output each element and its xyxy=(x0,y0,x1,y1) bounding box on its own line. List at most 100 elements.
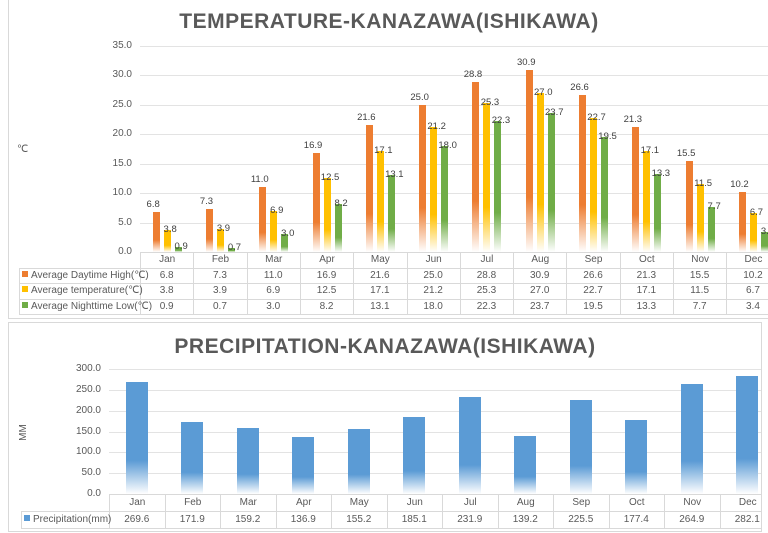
bar-jan xyxy=(152,211,160,252)
y-tick-label: 5.0 xyxy=(118,216,132,228)
bar-mar xyxy=(259,187,267,252)
table-value: 3.9 xyxy=(212,285,227,296)
table-value: 264.9 xyxy=(679,514,705,525)
gridline xyxy=(140,163,768,165)
table-value: 6.7 xyxy=(745,285,760,296)
data-label: 18.0 xyxy=(438,140,457,152)
data-label: 25.3 xyxy=(480,97,500,109)
x-tick-label: Nov xyxy=(664,494,720,528)
gridline xyxy=(109,431,761,433)
table-value: 18.0 xyxy=(423,300,443,312)
precipitation-y-label: MM xyxy=(17,424,29,441)
bar-apr xyxy=(312,152,320,252)
bar-aug xyxy=(547,112,555,252)
table-value: 27.0 xyxy=(530,285,550,296)
data-label: 7.3 xyxy=(199,196,214,208)
legend-swatch xyxy=(22,286,28,292)
legend-entry: Average Nighttime Low(℃) xyxy=(22,299,152,315)
table-value: 7.3 xyxy=(212,269,227,281)
x-tick-label: Jun xyxy=(386,494,443,528)
x-tick-label: May xyxy=(353,252,406,314)
bar-jun xyxy=(403,416,426,494)
bar-oct xyxy=(632,126,640,252)
bar-nov xyxy=(707,206,715,252)
table-value: 16.9 xyxy=(316,269,337,281)
table-value: 21.3 xyxy=(636,269,657,281)
bar-jul xyxy=(458,397,481,494)
table-value: 7.7 xyxy=(692,300,707,312)
data-label: 13.1 xyxy=(385,168,404,180)
data-label: 0.9 xyxy=(174,240,188,252)
table-value: 171.9 xyxy=(179,514,205,525)
data-label: 22.7 xyxy=(587,112,606,124)
table-value: 12.5 xyxy=(316,285,337,296)
bar-oct xyxy=(625,420,648,494)
table-value: 13.3 xyxy=(636,300,657,312)
bar-dec xyxy=(738,191,746,252)
data-label: 25.0 xyxy=(410,91,429,103)
bar-apr xyxy=(323,178,331,252)
bar-aug xyxy=(536,93,544,252)
bar-mar xyxy=(236,427,259,494)
data-label: 17.1 xyxy=(640,145,660,157)
table-value: 185.1 xyxy=(401,514,427,525)
table-value: 155.2 xyxy=(346,514,372,525)
table-value: 0.7 xyxy=(212,300,227,312)
table-value: 6.9 xyxy=(266,285,281,296)
bar-feb xyxy=(181,422,204,494)
bar-jul xyxy=(472,82,480,252)
bar-sep xyxy=(569,400,592,494)
data-label: 11.5 xyxy=(694,178,713,190)
table-value: 15.5 xyxy=(689,269,710,281)
table-value: 21.2 xyxy=(423,285,443,296)
bar-jun xyxy=(430,127,438,252)
data-label: 21.2 xyxy=(427,121,446,133)
gridline xyxy=(140,134,768,136)
data-label: 16.9 xyxy=(303,139,323,151)
x-tick-label: Mar xyxy=(220,494,276,528)
table-value: 3.8 xyxy=(159,285,174,296)
data-label: 17.1 xyxy=(374,145,393,157)
bar-feb xyxy=(216,229,224,252)
gridline xyxy=(109,410,761,412)
bar-may xyxy=(365,124,373,252)
y-tick-label: 0.0 xyxy=(87,488,101,499)
x-tick-label: Feb xyxy=(193,252,246,314)
bar-sep xyxy=(590,118,598,252)
table-value: 3.0 xyxy=(266,300,281,312)
data-label: 12.5 xyxy=(320,172,340,184)
table-line xyxy=(109,494,761,495)
y-tick-label: 15.0 xyxy=(112,157,132,169)
y-tick-label: 30.0 xyxy=(112,69,132,81)
table-value: 159.2 xyxy=(235,514,261,525)
table-value: 22.7 xyxy=(583,285,603,296)
bar-oct xyxy=(654,173,662,252)
table-line xyxy=(19,314,768,315)
data-label: 6.9 xyxy=(270,205,284,217)
table-value: 282.1 xyxy=(734,514,760,525)
data-label: 15.5 xyxy=(676,147,696,159)
temperature-chart-panel: TEMPERATURE-KANAZAWA(ISHIKAWA) ℃ 0.0 5.0 1… xyxy=(8,0,768,319)
x-tick-label: Jun xyxy=(406,252,460,314)
y-tick-label: 200.0 xyxy=(75,404,101,416)
data-label: 27.0 xyxy=(534,87,553,99)
y-tick-label: 20.0 xyxy=(112,128,132,140)
bar-dec xyxy=(749,212,757,252)
table-value: 177.4 xyxy=(623,514,649,525)
table-line xyxy=(19,267,768,269)
legend-swatch xyxy=(22,270,28,277)
legend-label: Average temperature(℃) xyxy=(31,285,143,296)
x-tick-label: Oct xyxy=(619,252,673,314)
table-value: 8.2 xyxy=(319,300,334,312)
bar-feb xyxy=(227,247,235,252)
y-tick-label: 50.0 xyxy=(81,467,101,479)
y-tick-label: 150.0 xyxy=(75,425,101,437)
table-value: 19.5 xyxy=(583,300,603,312)
bar-mar xyxy=(270,211,278,252)
bar-sep xyxy=(601,137,609,252)
gridline xyxy=(109,473,761,475)
data-label: 10.2 xyxy=(730,178,749,190)
x-tick-label: Jan xyxy=(140,252,193,314)
table-value: 139.2 xyxy=(512,514,538,525)
legend-entry: Average temperature(℃) xyxy=(22,283,143,299)
